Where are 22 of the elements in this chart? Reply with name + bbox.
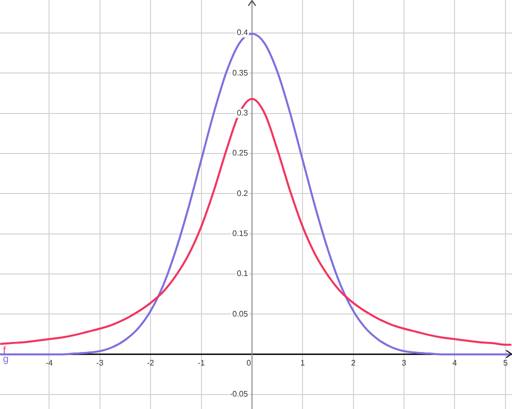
y-tick-label: 0.15 [232, 229, 248, 238]
y-tick-label: 0.25 [232, 148, 248, 158]
y-tick-label: -0.05 [230, 390, 248, 399]
x-tick-label: 1 [300, 358, 306, 368]
series-label: g [3, 354, 9, 365]
x-tick-label: -3 [96, 358, 104, 368]
series-label: f [3, 346, 6, 357]
x-tick-label: -4 [46, 358, 54, 368]
y-tick-label: 0.05 [232, 309, 248, 318]
x-tick-label: 5 [503, 358, 508, 368]
x-tick-label: 3 [402, 358, 407, 368]
y-tick-label: 0.35 [232, 68, 248, 78]
x-tick-label: 4 [452, 358, 458, 368]
y-tick-label: 0.2 [236, 188, 248, 198]
x-tick-label: 0 [246, 358, 252, 368]
line-series [0, 98, 512, 346]
y-tick-label: 0.1 [236, 269, 248, 278]
x-tick-label: -1 [198, 358, 206, 368]
x-tick-label: 2 [351, 358, 356, 368]
y-tick-label: 0.4 [236, 28, 248, 38]
x-tick-label: -2 [146, 358, 155, 368]
y-tick-label: 0.3 [236, 108, 248, 118]
